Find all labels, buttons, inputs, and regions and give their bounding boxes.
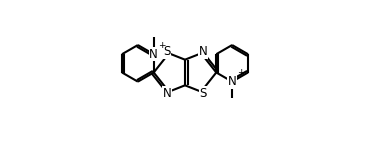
Text: N: N [228, 75, 236, 88]
Text: +: + [158, 40, 166, 50]
Text: N: N [149, 48, 158, 61]
Text: N: N [199, 45, 207, 58]
Text: S: S [199, 87, 206, 100]
Text: +: + [237, 68, 244, 77]
Text: S: S [164, 45, 171, 58]
Text: N: N [163, 87, 171, 100]
